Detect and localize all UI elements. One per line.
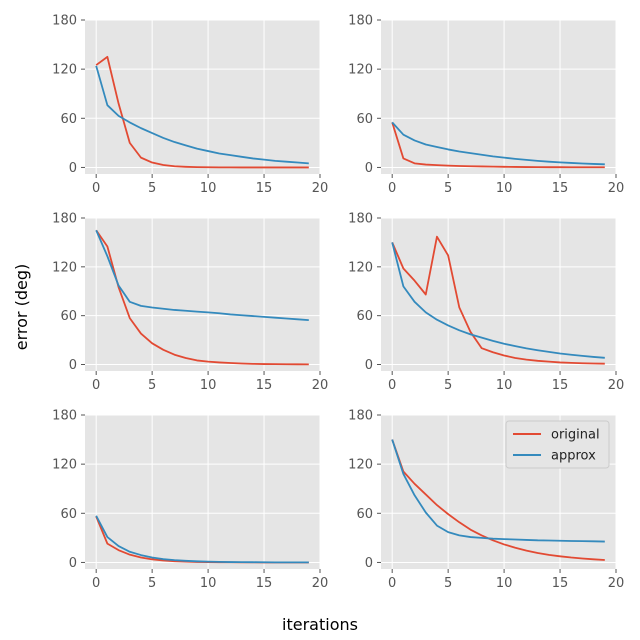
y-tick-label: 180 (348, 409, 373, 424)
y-tick-label: 120 (52, 260, 77, 275)
y-tick-label: 0 (365, 161, 373, 176)
plot-area (381, 218, 616, 371)
series-line-approx (95, 515, 309, 564)
x-tick-label: 5 (148, 378, 156, 393)
x-tick-label: 20 (312, 181, 329, 196)
y-tick-label: 60 (60, 112, 77, 127)
legend-box (505, 420, 610, 469)
x-tick-label: 20 (608, 576, 625, 591)
x-tick-label: 0 (92, 576, 100, 591)
x-tick-label: 5 (148, 576, 156, 591)
x-tick-label: 15 (552, 181, 569, 196)
plot-area (85, 20, 320, 174)
subplot-4: 0 60 120 180 0 5 10 15 20 (348, 212, 624, 394)
subplot-5: 0 60 120 180 0 5 10 15 20 (52, 409, 328, 592)
x-tick-label: 0 (92, 378, 100, 393)
plot-area (85, 415, 320, 569)
y-tick-label: 120 (348, 63, 373, 78)
y-tick-label: 60 (60, 309, 77, 324)
subplot-3: 0 60 120 180 0 5 10 15 20 (52, 212, 328, 394)
x-tick-label: 15 (256, 378, 273, 393)
series-line-original (391, 235, 605, 365)
y-tick-label: 0 (69, 161, 77, 176)
plot-area (85, 218, 320, 371)
series-line-approx (95, 65, 309, 165)
x-tick-label: 20 (312, 576, 329, 591)
series-line-original (391, 122, 605, 169)
y-tick-label: 120 (52, 63, 77, 78)
x-tick-label: 10 (496, 576, 513, 591)
x-tick-label: 15 (256, 576, 273, 591)
y-tick-label: 120 (348, 458, 373, 473)
series-line-approx (95, 229, 309, 322)
x-tick-label: 10 (200, 576, 217, 591)
subplot-1: 0 60 120 180 0 5 10 15 20 (52, 14, 328, 197)
y-tick-label: 0 (69, 358, 77, 373)
y-tick-label: 120 (52, 458, 77, 473)
series-line-approx (391, 439, 605, 543)
x-tick-label: 5 (444, 576, 452, 591)
series-line-original (95, 229, 309, 366)
y-tick-label: 60 (356, 507, 373, 522)
subplot-grid: 0 60 120 180 0 5 10 15 20 0 60 120 180 0 5 10 15 20 0 60 120… (52, 14, 624, 592)
y-tick-label: 180 (52, 14, 77, 29)
x-tick-label: 5 (444, 181, 452, 196)
y-tick-label: 120 (348, 260, 373, 275)
x-tick-label: 5 (148, 181, 156, 196)
series-line-original (391, 439, 605, 561)
y-tick-label: 60 (356, 112, 373, 127)
series-line-original (95, 55, 309, 169)
x-tick-label: 5 (444, 378, 452, 393)
y-axis-label: error (deg) (12, 264, 31, 350)
y-tick-label: 180 (348, 212, 373, 227)
x-axis-label: iterations (282, 615, 358, 634)
x-tick-label: 10 (496, 378, 513, 393)
plot-area (381, 20, 616, 174)
x-tick-label: 20 (608, 378, 625, 393)
y-tick-label: 0 (365, 358, 373, 373)
y-tick-label: 60 (60, 507, 77, 522)
subplot-2: 0 60 120 180 0 5 10 15 20 (348, 14, 624, 197)
x-tick-label: 15 (552, 378, 569, 393)
x-tick-label: 0 (92, 181, 100, 196)
y-tick-label: 0 (365, 556, 373, 571)
x-tick-label: 10 (496, 181, 513, 196)
x-tick-label: 15 (256, 181, 273, 196)
x-tick-label: 10 (200, 378, 217, 393)
y-tick-label: 180 (348, 14, 373, 29)
x-tick-label: 0 (388, 378, 396, 393)
legend-label-original: original (551, 428, 600, 443)
legend-label-approx: approx (551, 449, 596, 464)
y-tick-label: 0 (69, 556, 77, 571)
subplot-6: 0 60 120 180 0 5 10 15 20 original approx (348, 409, 624, 592)
legend: original approx (505, 420, 610, 469)
x-tick-label: 10 (200, 181, 217, 196)
x-tick-label: 0 (388, 576, 396, 591)
series-line-approx (391, 121, 605, 166)
x-tick-label: 20 (312, 378, 329, 393)
y-tick-label: 180 (52, 409, 77, 424)
y-tick-label: 180 (52, 212, 77, 227)
y-tick-label: 60 (356, 309, 373, 324)
x-tick-label: 15 (552, 576, 569, 591)
x-tick-label: 0 (388, 181, 396, 196)
series-line-approx (391, 242, 605, 359)
x-tick-label: 20 (608, 181, 625, 196)
